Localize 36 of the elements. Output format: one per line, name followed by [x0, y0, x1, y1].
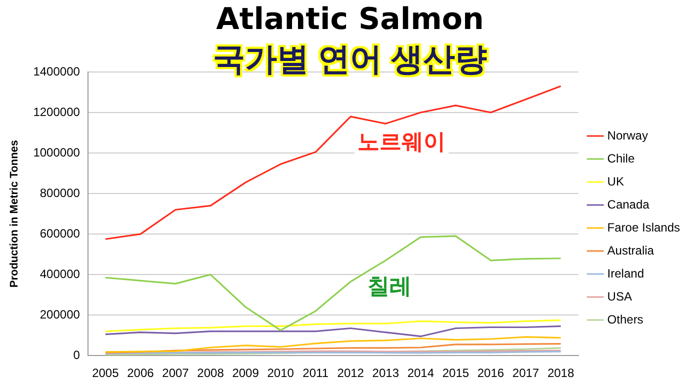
- y-tick-label: 200000: [40, 307, 80, 322]
- y-tick-label: 600000: [40, 226, 80, 240]
- y-tick-label: 1200000: [33, 104, 80, 119]
- y-axis-title: Production in Metric Tonnes: [8, 140, 21, 288]
- y-tick-label: 0: [73, 348, 80, 362]
- x-tick-label: 2005: [92, 366, 120, 380]
- x-tick-label: 2007: [162, 366, 190, 380]
- x-tick-label: 2006: [127, 366, 154, 380]
- x-tick-label: 2014: [407, 366, 434, 380]
- legend-label: Canada: [607, 197, 650, 212]
- x-tick-label: 2009: [232, 366, 260, 380]
- x-tick-label: 2010: [267, 366, 294, 380]
- x-tick-label: 2013: [372, 366, 400, 380]
- legend-label: Australia: [607, 243, 654, 258]
- chart-subtitle: 국가별 연어 생산량: [213, 41, 487, 77]
- chart-title: Atlantic Salmon: [215, 2, 485, 37]
- legend-label: Others: [607, 312, 644, 326]
- y-tick-label: 400000: [40, 266, 80, 281]
- y-tick-label: 800000: [40, 186, 80, 200]
- y-tick-label: 1000000: [33, 145, 80, 160]
- x-tick-label: 2015: [442, 366, 470, 380]
- legend-label: USA: [607, 289, 632, 304]
- legend-label: Chile: [607, 151, 635, 166]
- x-tick-label: 2017: [512, 366, 540, 380]
- legend-label: UK: [607, 174, 624, 188]
- x-tick-label: 2011: [302, 366, 329, 380]
- x-tick-label: 2012: [337, 366, 364, 380]
- y-tick-label: 1400000: [33, 64, 80, 78]
- annotation: 노르웨이: [358, 128, 446, 154]
- legend-label: Ireland: [607, 266, 644, 280]
- annotation: 칠레: [367, 274, 412, 299]
- x-tick-label: 2016: [477, 366, 504, 380]
- x-tick-label: 2018: [547, 366, 574, 380]
- x-tick-label: 2008: [197, 366, 224, 380]
- legend-label: Faroe Islands: [607, 220, 680, 234]
- legend-label: Norway: [607, 128, 648, 142]
